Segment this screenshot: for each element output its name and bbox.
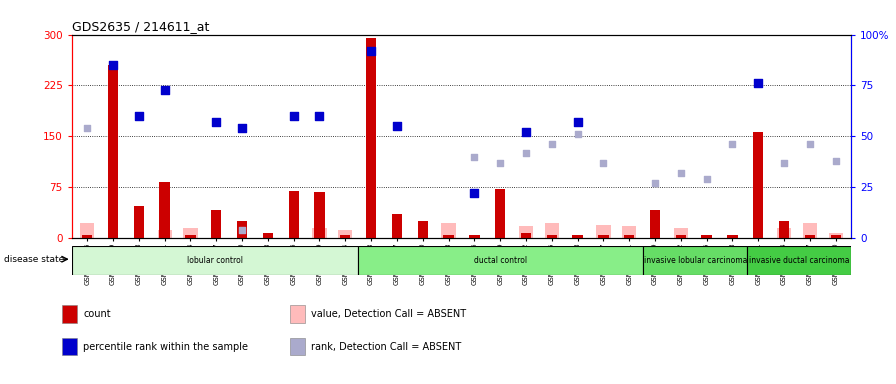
Bar [159,182,169,238]
Text: disease state: disease state [4,255,65,265]
Bar [185,235,195,238]
Bar [754,132,763,238]
Bar [470,235,479,238]
Point [80,125,94,131]
Bar [108,65,118,238]
Point [700,176,714,182]
Bar [211,210,221,238]
Point [235,125,249,131]
Bar [62,305,77,323]
Bar [803,223,817,238]
Point [751,80,765,86]
Bar [573,235,582,238]
Point [519,149,533,156]
Text: rank, Detection Call = ABSENT: rank, Detection Call = ABSENT [311,341,461,352]
Point [571,119,585,125]
Bar [263,233,273,238]
Bar [158,230,172,238]
Point [545,141,559,147]
Bar [747,246,851,275]
Point [467,190,481,196]
Text: value, Detection Call = ABSENT: value, Detection Call = ABSENT [311,309,466,319]
Bar [805,235,815,238]
Bar [80,223,94,238]
Bar [314,192,324,238]
Bar [237,221,247,238]
Point [829,158,843,164]
Point [158,86,172,93]
Point [571,131,585,137]
Bar [643,246,747,275]
Point [364,48,378,54]
Bar [831,235,840,238]
Bar [702,235,711,238]
Bar [134,205,144,238]
Text: ductal control: ductal control [474,256,527,265]
Point [106,62,120,68]
Bar [547,235,557,238]
Bar [495,189,505,238]
Point [648,180,662,186]
Bar [340,235,350,238]
Point [209,119,223,125]
Point [596,160,610,166]
Bar [338,230,352,238]
Bar [599,235,608,238]
Bar [545,223,559,238]
Bar [289,338,305,355]
Bar [392,214,402,238]
Bar [624,235,634,238]
Bar [622,226,636,238]
Point [777,160,791,166]
Bar [366,38,376,238]
Point [803,141,817,147]
Point [287,113,301,119]
Text: percentile rank within the sample: percentile rank within the sample [83,341,248,352]
Point [390,123,404,129]
Bar [358,246,643,275]
Point [725,141,739,147]
Point [313,113,327,119]
Bar [779,221,789,238]
Bar [62,338,77,355]
Point [493,160,507,166]
Text: count: count [83,309,111,319]
Point [467,154,481,160]
Text: invasive lobular carcinoma: invasive lobular carcinoma [643,256,747,265]
Bar [521,233,531,238]
Bar [82,235,92,238]
Bar [313,228,326,238]
Bar [442,223,456,238]
Bar [444,235,453,238]
Point [132,113,146,119]
Bar [519,226,533,238]
Point [674,170,688,176]
Bar [650,210,660,238]
Bar [728,235,737,238]
Text: lobular control: lobular control [186,256,243,265]
Point [235,227,249,233]
Bar [829,233,843,238]
Bar [289,190,299,238]
Bar [676,235,686,238]
Bar [289,305,305,323]
Point [519,129,533,135]
Text: GDS2635 / 214611_at: GDS2635 / 214611_at [72,20,209,33]
Text: invasive ductal carcinoma: invasive ductal carcinoma [749,256,849,265]
Bar [674,228,688,238]
Bar [418,221,428,238]
Bar [777,228,791,238]
Bar [184,228,197,238]
Bar [72,246,358,275]
Bar [597,225,610,238]
